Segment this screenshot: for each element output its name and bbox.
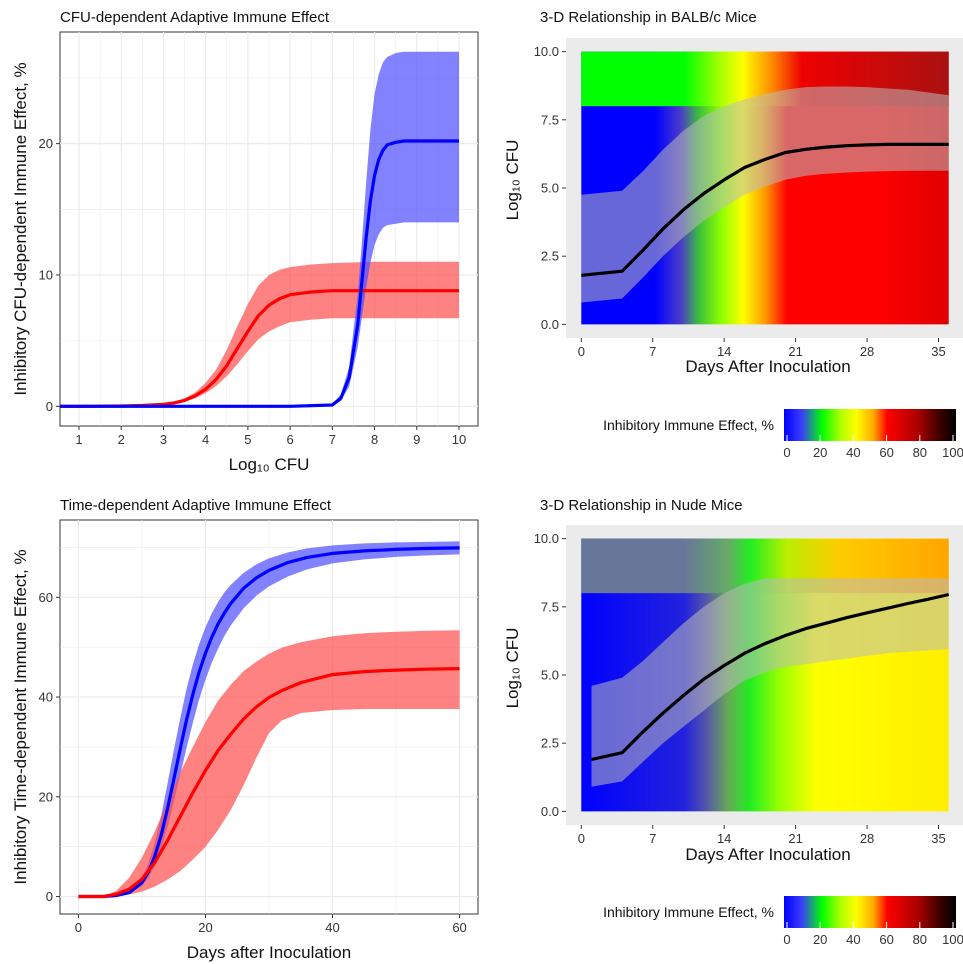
curve-line <box>591 592 950 762</box>
colorbar-tick-label: 0 <box>783 445 790 460</box>
series-lines <box>78 546 460 899</box>
y-tick-label: 40 <box>39 690 53 705</box>
chart-time-dependent: Time-dependent Adaptive Immune Effect 0 2… <box>11 497 479 962</box>
tick-labels: 0 7 14 21 28 35 0.0 2.5 5.0 7.5 10.0 <box>534 44 946 359</box>
x-tick-label: 0 <box>578 831 585 846</box>
y-axis-title: Log₁₀ CFU <box>503 628 522 709</box>
y-tick-label: 2.5 <box>541 249 559 264</box>
x-tick-label: 40 <box>325 920 339 935</box>
y-tick-label: 0.0 <box>541 317 559 332</box>
x-tick-label: 8 <box>371 432 378 447</box>
colorbar-tick-label: 100 <box>942 932 963 947</box>
x-tick-label: 1 <box>75 432 82 447</box>
x-axis-title: Log₁₀ CFU <box>229 455 310 474</box>
y-tick-label: 0.0 <box>541 804 559 819</box>
tick-labels: 0 7 14 21 28 35 0.0 2.5 5.0 7.5 10.0 <box>534 531 946 846</box>
colorbar-tick-label: 100 <box>942 445 963 460</box>
confidence-band <box>581 86 949 303</box>
y-tick-label: 7.5 <box>541 112 559 127</box>
chart-nude-heatmap: 3-D Relationship in Nude Mice 0 7 14 21 28 35… <box>503 497 963 947</box>
curve-line <box>581 142 949 277</box>
y-tick-label: 10.0 <box>534 44 559 59</box>
x-tick-label: 14 <box>717 344 731 359</box>
y-axis-title: Inhibitory Time-dependent Immune Effect,… <box>11 549 30 884</box>
x-axis-title: Days after Inoculation <box>187 943 351 962</box>
series-line <box>60 139 459 408</box>
colorbar-label: Inhibitory Immune Effect, % <box>603 904 774 920</box>
colorbar-tick-label: 40 <box>846 445 860 460</box>
chart-title: CFU-dependent Adaptive Immune Effect <box>60 9 330 26</box>
colorbar-tick-label: 60 <box>879 445 893 460</box>
x-tick-label: 0 <box>75 920 82 935</box>
x-tick-label: 7 <box>649 831 656 846</box>
colorbar-tick-label: 20 <box>813 932 827 947</box>
x-tick-label: 4 <box>202 432 209 447</box>
series-lines <box>60 139 459 408</box>
colorbar-legend: Inhibitory Immune Effect, % 0 20 40 60 80 100 <box>603 409 963 460</box>
y-tick-label: 60 <box>39 590 53 605</box>
y-tick-label: 7.5 <box>541 599 559 614</box>
x-tick-label: 35 <box>931 344 945 359</box>
curve-line <box>581 142 949 277</box>
x-tick-label: 21 <box>788 831 802 846</box>
x-tick-label: 9 <box>413 432 420 447</box>
tick-labels: 1 2 3 4 5 6 7 8 9 10 0 10 20 <box>39 136 467 447</box>
x-tick-label: 5 <box>244 432 251 447</box>
colorbar-tick-label: 20 <box>813 445 827 460</box>
y-tick-label: 2.5 <box>541 736 559 751</box>
x-tick-label: 20 <box>198 920 212 935</box>
colorbar-label: Inhibitory Immune Effect, % <box>603 417 774 433</box>
x-tick-label: 2 <box>118 432 125 447</box>
colorbar-gradient <box>784 896 956 928</box>
chart-cfu-dependent: CFU-dependent Adaptive Immune Effect 1 2 3… <box>11 9 479 474</box>
x-axis-title: Days After Inoculation <box>685 845 850 864</box>
x-tick-label: 7 <box>649 344 656 359</box>
confidence-band <box>581 86 949 303</box>
colorbar-tick-label: 60 <box>879 932 893 947</box>
y-axis-title: Inhibitory CFU-dependent Immune Effect, … <box>11 62 30 395</box>
confidence-band <box>591 578 949 787</box>
x-tick-label: 3 <box>160 432 167 447</box>
y-tick-label: 10 <box>39 267 53 282</box>
x-tick-label: 7 <box>329 432 336 447</box>
confidence-band <box>591 578 949 787</box>
colorbar-gradient <box>784 409 956 441</box>
y-tick-label: 0 <box>46 889 53 904</box>
y-tick-label: 10.0 <box>534 531 559 546</box>
chart-balbc-heatmap: 3-D Relationship in BALB/c Mice 0 7 14 21 28… <box>503 9 963 460</box>
series-line <box>78 667 460 899</box>
x-tick-label: 60 <box>452 920 466 935</box>
chart-title: Time-dependent Adaptive Immune Effect <box>60 497 332 514</box>
x-tick-label: 10 <box>452 432 466 447</box>
y-tick-label: 5.0 <box>541 668 559 683</box>
colorbar-tick-label: 80 <box>913 932 927 947</box>
x-tick-label: 0 <box>578 344 585 359</box>
x-tick-label: 35 <box>931 831 945 846</box>
y-axis-title: Log₁₀ CFU <box>503 140 522 221</box>
tick-labels: 0 20 40 60 0 20 40 60 <box>39 590 467 935</box>
x-tick-label: 21 <box>788 344 802 359</box>
x-tick-label: 6 <box>286 432 293 447</box>
x-tick-label: 14 <box>717 831 731 846</box>
curve-line <box>591 592 950 762</box>
y-tick-label: 20 <box>39 789 53 804</box>
y-tick-label: 20 <box>39 136 53 151</box>
colorbar-tick-label: 80 <box>913 445 927 460</box>
colorbar-tick-label: 40 <box>846 932 860 947</box>
y-tick-label: 0 <box>46 399 53 414</box>
colorbar-tick-label: 0 <box>783 932 790 947</box>
colorbar-legend: Inhibitory Immune Effect, % 0 20 40 60 80 100 <box>603 896 963 947</box>
x-tick-label: 28 <box>860 831 874 846</box>
chart-title: 3-D Relationship in Nude Mice <box>540 497 743 514</box>
chart-title: 3-D Relationship in BALB/c Mice <box>540 9 757 26</box>
y-tick-label: 5.0 <box>541 181 559 196</box>
x-tick-label: 28 <box>860 344 874 359</box>
x-axis-title: Days After Inoculation <box>685 357 850 376</box>
